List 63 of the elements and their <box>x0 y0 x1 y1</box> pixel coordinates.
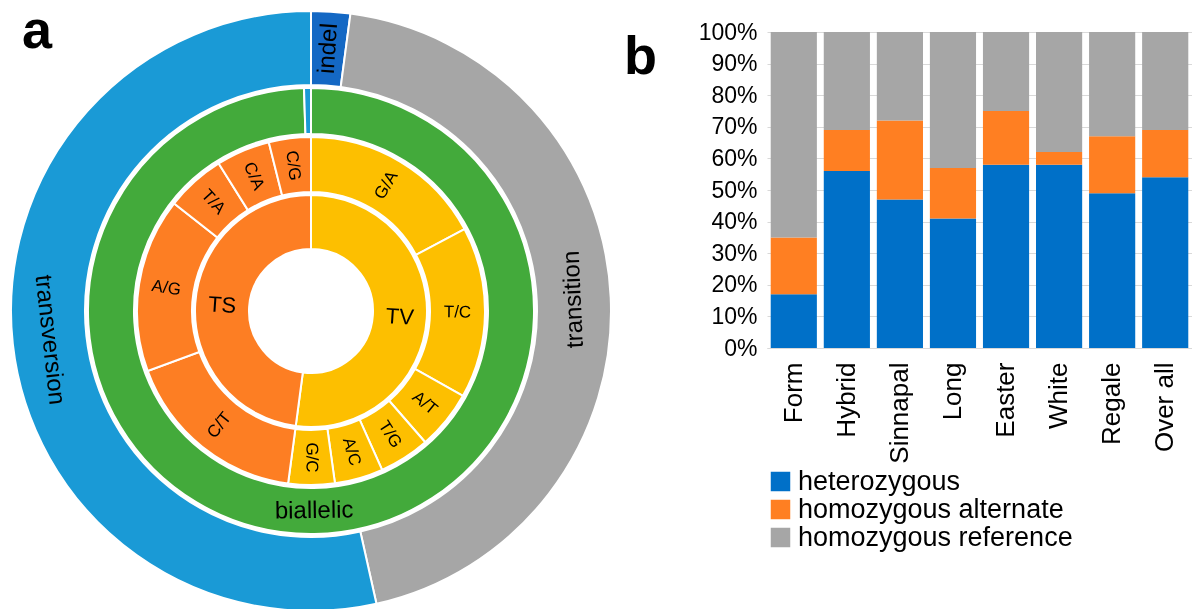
slice-label: biallelic <box>274 495 354 524</box>
slice-label: transition <box>556 250 588 349</box>
slice-label: G/C <box>302 442 322 473</box>
y-tick-label: 90% <box>711 50 758 77</box>
bar <box>929 32 977 168</box>
slice-label: T/C <box>443 302 472 322</box>
bar <box>876 32 923 121</box>
slice-label: TV <box>384 302 416 330</box>
slice-label: A/T <box>408 387 442 419</box>
x-tick-label: Form <box>777 362 808 424</box>
slice-label: C/T <box>203 408 235 442</box>
chart-title: b <box>624 25 657 85</box>
bar <box>1142 32 1189 130</box>
bar <box>770 32 817 238</box>
y-tick-label: 80% <box>711 81 758 108</box>
bar <box>1036 152 1083 165</box>
y-tick-label: 40% <box>711 208 758 235</box>
x-tick-label: Over all <box>1149 362 1180 453</box>
bar <box>823 129 870 172</box>
bar <box>1089 193 1136 348</box>
x-tick-label: Easter <box>990 362 1021 438</box>
legend-label: heterozygous <box>798 465 961 496</box>
bar <box>1142 129 1189 178</box>
bar <box>770 237 817 295</box>
bar <box>982 111 1030 165</box>
slice-label: G/A <box>370 167 402 203</box>
x-tick-label: Regale <box>1096 362 1127 445</box>
bar <box>1036 32 1083 153</box>
bar <box>982 164 1030 348</box>
slice-label: T/G <box>374 417 406 452</box>
y-tick-label: 60% <box>711 144 758 171</box>
y-tick-label: 10% <box>711 302 758 329</box>
bar <box>876 120 923 200</box>
y-tick-label: 30% <box>711 239 758 266</box>
x-tick-label: White <box>1043 362 1074 429</box>
bar <box>1089 32 1136 137</box>
x-tick-label: Hybrid <box>830 362 861 438</box>
slice-label: C/G <box>282 149 305 182</box>
slice-label: transversion <box>30 273 72 407</box>
slice-label: C/A <box>239 159 269 194</box>
bar <box>823 171 870 348</box>
bar <box>982 32 1030 111</box>
chart-title: a <box>22 0 53 59</box>
bar <box>823 32 870 130</box>
x-tick-label: Sinnapal <box>883 362 914 464</box>
y-tick-label: 100% <box>698 18 758 45</box>
slice-label: indel <box>311 22 342 75</box>
y-tick-label: 50% <box>711 176 758 203</box>
bar <box>876 199 923 348</box>
bar <box>770 294 817 348</box>
y-tick-label: 0% <box>724 334 758 361</box>
bar <box>929 167 977 219</box>
slice-label: T/A <box>197 185 230 219</box>
bar <box>1089 136 1136 194</box>
bar <box>1142 177 1189 348</box>
slice-label: TS <box>207 291 238 319</box>
y-tick-label: 20% <box>711 271 758 298</box>
bar <box>1036 164 1083 348</box>
slice-label: A/C <box>338 435 365 468</box>
bar <box>929 218 977 348</box>
slice-label: A/G <box>150 275 183 300</box>
x-tick-label: Long <box>936 362 967 421</box>
y-tick-label: 70% <box>711 113 758 140</box>
